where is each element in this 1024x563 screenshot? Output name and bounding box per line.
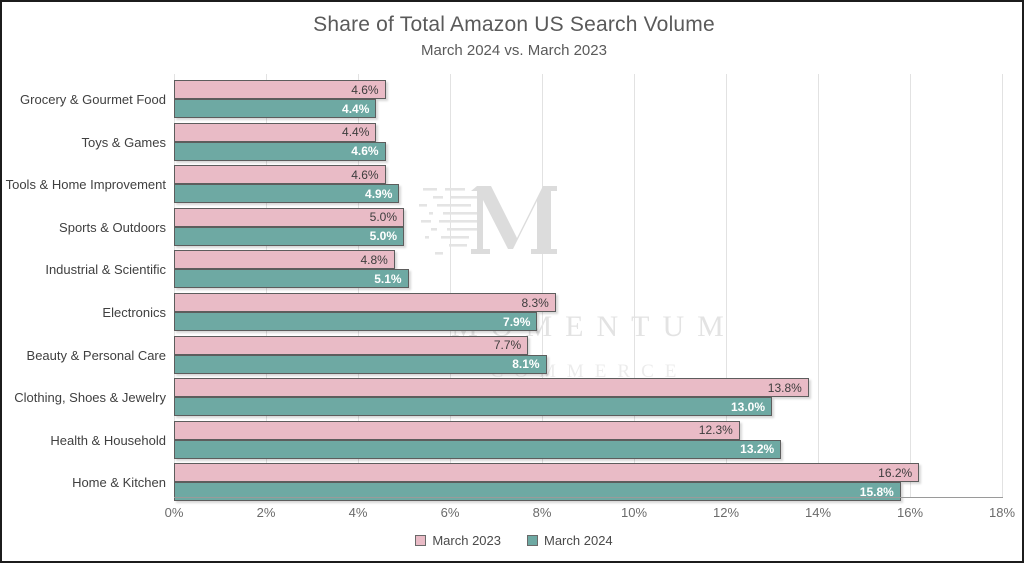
bar-value-label: 15.8% [859, 484, 894, 499]
bar-value-label: 4.4% [342, 101, 370, 116]
bar-value-label: 8.1% [512, 357, 540, 372]
bar-march-2024: 8.1% [174, 354, 547, 374]
bar-march-2023: 4.8% [174, 250, 395, 270]
y-axis-label: Grocery & Gourmet Food [20, 92, 166, 107]
gridline [818, 74, 819, 497]
bar-value-label: 4.6% [351, 82, 379, 97]
y-axis-label: Tools & Home Improvement [5, 177, 166, 193]
bar-value-label: 4.8% [360, 252, 388, 267]
legend-swatch-icon [527, 535, 538, 546]
bar-march-2024: 4.6% [174, 141, 386, 161]
bar-march-2024: 4.9% [174, 184, 400, 204]
bar-value-label: 5.0% [369, 229, 397, 244]
x-axis-tick-label: 6% [440, 505, 460, 520]
bar-value-label: 12.3% [698, 423, 733, 438]
title-block: Share of Total Amazon US Search Volume M… [2, 12, 1022, 62]
bar-march-2024: 5.0% [174, 226, 404, 246]
bar-march-2023: 4.6% [174, 80, 386, 99]
momentum-m-logo-icon [419, 186, 557, 255]
y-axis-label: Clothing, Shoes & Jewelry [14, 390, 166, 406]
bar-march-2023: 12.3% [174, 420, 740, 440]
bar-value-label: 4.6% [351, 144, 379, 159]
bar-value-label: 4.9% [365, 186, 393, 201]
chart-legend: March 2023 March 2024 [2, 533, 1022, 548]
x-axis-tick-label: 10% [620, 505, 648, 520]
bar-march-2023: 7.7% [174, 335, 529, 355]
bar-value-label: 4.4% [342, 125, 370, 140]
bar-value-label: 16.2% [878, 465, 913, 480]
x-axis-tick-label: 12% [712, 505, 740, 520]
bar-march-2023: 16.2% [174, 463, 920, 483]
bar-march-2024: 15.8% [174, 482, 901, 502]
bar-march-2024: 7.9% [174, 312, 538, 331]
legend-item[interactable]: March 2024 [527, 533, 613, 548]
x-axis-tick-label: 8% [532, 505, 552, 520]
bar-march-2023: 5.0% [174, 207, 404, 227]
x-axis-tick-label: 4% [348, 505, 368, 520]
bar-march-2023: 13.8% [174, 378, 809, 398]
chart-subtitle: March 2024 vs. March 2023 [421, 42, 607, 59]
bar-value-label: 4.6% [351, 167, 379, 182]
x-axis-tick-label: 2% [256, 505, 276, 520]
bar-value-label: 5.1% [374, 271, 402, 286]
gridline [450, 74, 451, 497]
y-axis-label: Industrial & Scientific [45, 262, 166, 278]
x-axis-tick-label: 0% [164, 505, 184, 520]
y-axis-label: Home & Kitchen [72, 475, 166, 491]
legend-item[interactable]: March 2023 [415, 533, 501, 548]
bar-value-label: 13.2% [740, 442, 775, 457]
bar-march-2024: 13.2% [174, 439, 782, 459]
legend-label: March 2024 [544, 533, 613, 548]
gridline [726, 74, 727, 497]
bar-value-label: 8.3% [521, 295, 549, 310]
y-axis-label: Electronics [102, 305, 166, 320]
bar-value-label: 7.9% [503, 314, 531, 329]
bar-march-2024: 13.0% [174, 397, 772, 417]
legend-label: March 2023 [432, 533, 501, 548]
bar-value-label: 7.7% [493, 338, 522, 353]
bar-march-2023: 8.3% [174, 293, 556, 312]
chart-title: Share of Total Amazon US Search Volume [313, 13, 715, 36]
x-axis-line [174, 497, 1003, 498]
bar-value-label: 5.0% [369, 210, 397, 225]
y-axis-label: Sports & Outdoors [59, 219, 166, 235]
y-axis-label: Toys & Games [81, 134, 166, 150]
gridline [1002, 74, 1003, 497]
gridline [634, 74, 635, 497]
bar-value-label: 13.8% [767, 380, 802, 395]
y-axis-label: Beauty & Personal Care [26, 347, 166, 363]
plot-area: MOMENTUM COMMERCE 4.6% 4.4% 4.4% 4.6% 4.6% 4.… [174, 74, 1003, 502]
bar-march-2024: 5.1% [174, 269, 409, 289]
x-axis-tick-label: 16% [896, 505, 924, 520]
bar-value-label: 13.0% [730, 399, 765, 414]
x-axis-tick-label: 18% [988, 505, 1016, 520]
gridline [910, 74, 911, 497]
bar-march-2024: 4.4% [174, 99, 377, 118]
y-axis-label: Health & Household [50, 432, 166, 448]
bar-march-2023: 4.6% [174, 165, 386, 185]
bar-march-2023: 4.4% [174, 122, 377, 142]
gridline [542, 74, 543, 497]
x-axis-tick-label: 14% [804, 505, 832, 520]
legend-swatch-icon [415, 535, 427, 546]
